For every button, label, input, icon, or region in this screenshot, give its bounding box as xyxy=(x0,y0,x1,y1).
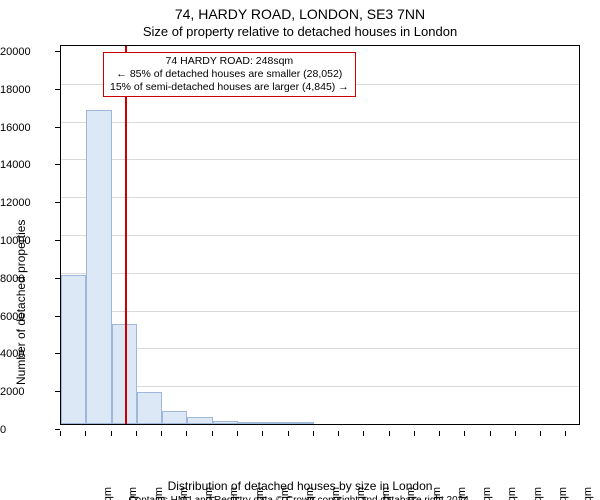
x-tick-mark xyxy=(161,431,162,436)
x-tick-mark xyxy=(338,431,339,436)
x-tick-label: 760sqm xyxy=(304,487,316,500)
page-subtitle: Size of property relative to detached ho… xyxy=(0,24,600,39)
x-tick-label: 106sqm xyxy=(127,487,139,500)
x-tick-mark xyxy=(389,431,390,436)
x-tick-label: 854sqm xyxy=(330,487,342,500)
x-tick-mark xyxy=(288,431,289,436)
y-tick-label: 8000 xyxy=(0,273,56,285)
x-tick-label: 1508sqm xyxy=(506,487,518,500)
y-tick-mark xyxy=(55,429,60,430)
y-tick-label: 20000 xyxy=(0,46,56,58)
x-tick-mark xyxy=(414,431,415,436)
annot-line-2: ← 85% of detached houses are smaller (28… xyxy=(110,68,349,81)
histogram-bar xyxy=(137,392,162,424)
x-tick-label: 480sqm xyxy=(228,487,240,500)
grid-line xyxy=(61,235,579,236)
x-tick-label: 293sqm xyxy=(178,487,190,500)
x-tick-mark xyxy=(212,431,213,436)
x-tick-mark xyxy=(540,431,541,436)
grid-line xyxy=(61,273,579,274)
histogram-bar xyxy=(187,417,212,424)
y-tick-label: 18000 xyxy=(0,84,56,96)
x-tick-mark xyxy=(515,431,516,436)
y-tick-label: 16000 xyxy=(0,122,56,134)
y-tick-label: 2000 xyxy=(0,386,56,398)
x-tick-mark xyxy=(111,431,112,436)
x-tick-mark xyxy=(313,431,314,436)
x-tick-mark xyxy=(439,431,440,436)
histogram-bar xyxy=(213,421,238,424)
x-tick-label: 12sqm xyxy=(102,487,114,500)
x-tick-mark xyxy=(490,431,491,436)
x-tick-label: 1134sqm xyxy=(405,487,417,500)
y-tick-label: 14000 xyxy=(0,159,56,171)
histogram-plot-area: 74 HARDY ROAD: 248sqm← 85% of detached h… xyxy=(60,45,580,425)
y-tick-label: 10000 xyxy=(0,235,56,247)
x-tick-label: 1789sqm xyxy=(582,487,594,500)
x-tick-mark xyxy=(136,431,137,436)
y-tick-label: 0 xyxy=(0,424,56,436)
x-tick-mark xyxy=(60,431,61,436)
annot-line-3: 15% of semi-detached houses are larger (… xyxy=(110,81,349,94)
x-tick-mark xyxy=(237,431,238,436)
x-tick-label: 199sqm xyxy=(153,487,165,500)
histogram-bar xyxy=(238,422,263,424)
x-tick-label: 1602sqm xyxy=(532,487,544,500)
grid-line xyxy=(61,197,579,198)
x-tick-label: 573sqm xyxy=(254,487,266,500)
histogram-bar xyxy=(289,422,314,424)
y-tick-label: 6000 xyxy=(0,311,56,323)
grid-line xyxy=(61,311,579,312)
x-tick-mark xyxy=(262,431,263,436)
grid-line xyxy=(61,348,579,349)
x-tick-label: 947sqm xyxy=(355,487,367,500)
x-tick-mark xyxy=(363,431,364,436)
histogram-bar xyxy=(162,411,187,424)
plot-layer: 74 HARDY ROAD: 248sqm← 85% of detached h… xyxy=(61,46,579,424)
x-tick-label: 1041sqm xyxy=(380,487,392,500)
histogram-bar xyxy=(86,110,111,424)
x-tick-label: 1228sqm xyxy=(431,487,443,500)
x-tick-mark xyxy=(464,431,465,436)
grid-line xyxy=(61,386,579,387)
histogram-bar xyxy=(263,422,288,424)
x-tick-mark xyxy=(85,431,86,436)
grid-line xyxy=(61,159,579,160)
y-tick-label: 4000 xyxy=(0,348,56,360)
annotation-box: 74 HARDY ROAD: 248sqm← 85% of detached h… xyxy=(103,52,356,97)
grid-line xyxy=(61,122,579,123)
x-tick-label: 1321sqm xyxy=(456,487,468,500)
x-tick-label: 386sqm xyxy=(203,487,215,500)
x-tick-mark xyxy=(565,431,566,436)
histogram-bar xyxy=(61,275,86,424)
y-tick-label: 12000 xyxy=(0,197,56,209)
x-tick-label: 1695sqm xyxy=(557,487,569,500)
reference-line xyxy=(125,46,127,424)
x-tick-label: 667sqm xyxy=(279,487,291,500)
x-tick-label: 1415sqm xyxy=(481,487,493,500)
x-tick-mark xyxy=(186,431,187,436)
page-address-title: 74, HARDY ROAD, LONDON, SE3 7NN xyxy=(0,6,600,22)
annot-line-1: 74 HARDY ROAD: 248sqm xyxy=(110,55,349,68)
